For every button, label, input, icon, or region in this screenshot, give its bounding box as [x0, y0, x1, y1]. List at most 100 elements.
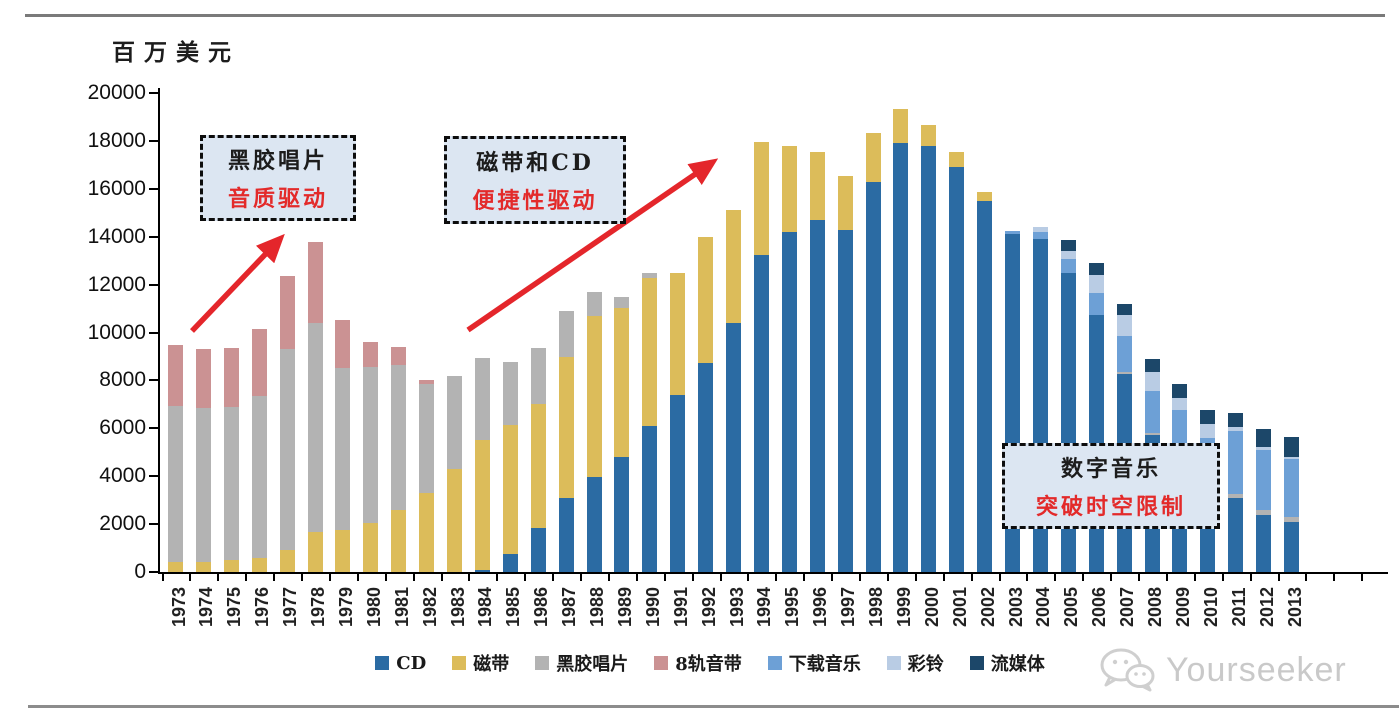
- y-axis-tick: [149, 139, 158, 142]
- x-axis-tick: [1361, 574, 1364, 581]
- y-axis-tick-label: 18000: [87, 128, 146, 152]
- x-axis-tick: [1165, 574, 1168, 581]
- x-axis-tick: [1305, 574, 1308, 581]
- bar-segment-CD-1993: [726, 322, 741, 572]
- bar-segment-黑胶唱片-2012: [1256, 509, 1272, 515]
- bar-segment-彩铃-2010: [1200, 423, 1216, 438]
- bar-segment-CD-2011: [1228, 497, 1244, 572]
- bar-segment-流媒体-2012: [1256, 428, 1272, 448]
- bar-segment-磁带-2001: [949, 152, 965, 168]
- annotation-digital-subtitle: 突破时空限制: [1035, 494, 1186, 520]
- bar-segment-黑胶唱片-1986: [530, 348, 546, 404]
- x-axis-tick: [1082, 574, 1085, 581]
- bar-segment-流媒体-2013: [1284, 436, 1299, 458]
- bar-segment-CD-2002: [977, 200, 993, 572]
- bar-segment-黑胶唱片-2011: [1228, 494, 1244, 498]
- x-axis-tick: [1193, 574, 1196, 581]
- x-axis-tick: [552, 574, 555, 581]
- x-axis-tick: [328, 574, 331, 581]
- bar-segment-8轨音带-1981: [391, 346, 407, 366]
- x-axis-tick: [719, 574, 722, 581]
- x-axis-tick: [998, 574, 1001, 581]
- bar-segment-磁带-1990: [642, 277, 658, 427]
- bar-segment-CD-2012: [1256, 514, 1272, 572]
- bar-segment-磁带-1973: [168, 561, 183, 572]
- bar-segment-CD-1995: [781, 231, 797, 572]
- x-axis-tick: [161, 574, 164, 581]
- annotation-digital: 数字音乐 突破时空限制: [1002, 443, 1220, 529]
- bar-segment-流媒体-2008: [1144, 358, 1160, 373]
- wechat-icon: [1100, 648, 1155, 692]
- x-axis-tick: [831, 574, 834, 581]
- bar-segment-下载音乐-2005: [1060, 259, 1076, 273]
- bar-segment-磁带-1991: [670, 272, 686, 396]
- bar-segment-黑胶唱片-1990: [642, 273, 658, 278]
- watermark: Yourseeker: [1098, 646, 1347, 694]
- bar-segment-磁带-1979: [335, 529, 351, 572]
- legend-label-下载音乐: 下载音乐: [788, 654, 861, 675]
- bar-segment-磁带-2002: [977, 191, 993, 201]
- bar-segment-彩铃-2008: [1144, 372, 1160, 392]
- legend-item-黑胶唱片: 黑胶唱片: [535, 650, 628, 676]
- x-axis-tick: [217, 574, 220, 581]
- bar-segment-黑胶唱片-1984: [474, 358, 490, 440]
- bar-segment-黑胶唱片-1975: [223, 407, 239, 561]
- bar-segment-流媒体-2009: [1172, 383, 1188, 399]
- bar-segment-磁带-1994: [753, 142, 769, 255]
- x-axis-tick: [803, 574, 806, 581]
- bar-segment-磁带-1976: [251, 558, 267, 572]
- bar-segment-CD-1984: [474, 569, 490, 572]
- annotation-cassette-cd-subtitle: 便捷性驱动: [472, 188, 598, 214]
- y-axis-tick: [149, 379, 158, 382]
- legend-item-磁带: 磁带: [452, 650, 509, 676]
- bar-segment-磁带-1993: [726, 210, 741, 323]
- y-axis-tick-label: 10000: [87, 320, 146, 344]
- bar-segment-彩铃-2007: [1116, 315, 1132, 337]
- x-axis-tick: [859, 574, 861, 581]
- legend-item-下载音乐: 下载音乐: [767, 650, 861, 676]
- legend-label-彩铃: 彩铃: [907, 654, 944, 675]
- y-axis-tick: [149, 187, 158, 190]
- trend-arrow-vinyl: [190, 233, 285, 333]
- bar-segment-8轨音带-1979: [335, 319, 351, 368]
- x-axis-tick: [356, 574, 359, 581]
- bar-segment-磁带-1986: [530, 403, 546, 529]
- x-axis-tick: [691, 574, 694, 581]
- bar-segment-磁带-1998: [865, 132, 881, 182]
- bar-segment-流媒体-2010: [1200, 410, 1216, 424]
- bar-segment-CD-1988: [586, 477, 602, 572]
- x-axis-tick: [580, 574, 582, 581]
- x-axis-tick: [775, 574, 778, 581]
- bottom-divider: [28, 705, 1399, 708]
- x-axis-tick: [970, 574, 973, 581]
- annotation-cassette-cd: 磁带和CD 便捷性驱动: [444, 136, 626, 224]
- y-axis-tick-label: 6000: [99, 416, 146, 440]
- y-axis-tick: [149, 475, 158, 478]
- bar-segment-彩铃-2006: [1088, 274, 1104, 293]
- bar-segment-黑胶唱片-2013: [1284, 516, 1299, 522]
- bar-segment-磁带-1983: [447, 469, 462, 572]
- bar-segment-磁带-1974: [195, 561, 211, 572]
- bar-segment-磁带-1992: [698, 236, 714, 363]
- bar-segment-彩铃-2004: [1032, 227, 1048, 232]
- chart-legend: CD 磁带 黑胶唱片 8轨音带 下载音乐 彩铃 流媒体: [250, 648, 1170, 678]
- x-axis-tick: [747, 574, 750, 581]
- bar-segment-彩铃-2012: [1256, 447, 1272, 450]
- bar-segment-黑胶唱片-1981: [391, 365, 407, 510]
- x-axis-tick: [496, 574, 499, 581]
- bar-segment-磁带-1980: [363, 523, 379, 572]
- y-axis-line: [158, 88, 160, 574]
- bar-segment-CD-1998: [865, 181, 881, 572]
- legend-label-磁带: 磁带: [473, 654, 510, 675]
- y-axis-tick: [149, 92, 158, 94]
- bar-segment-下载音乐-2003: [1005, 230, 1020, 235]
- bar-segment-磁带-1985: [502, 425, 518, 555]
- x-axis-tick: [189, 574, 192, 581]
- y-axis-tick: [149, 427, 158, 430]
- bar-segment-8轨音带-1975: [223, 347, 239, 408]
- bar-segment-磁带-1978: [307, 531, 323, 572]
- bar-segment-磁带-1989: [614, 307, 630, 458]
- bar-segment-黑胶唱片-1978: [307, 323, 323, 532]
- y-axis-unit-label: 百万美元: [112, 39, 240, 66]
